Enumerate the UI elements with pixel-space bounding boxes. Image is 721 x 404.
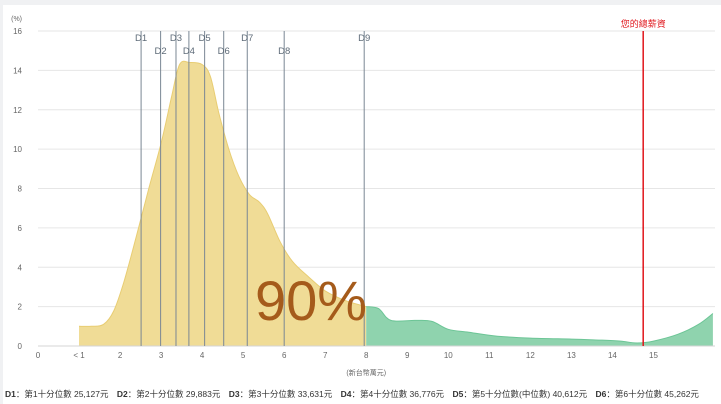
decile-label: D1	[135, 33, 147, 44]
x-tick-label: 2	[118, 351, 123, 360]
x-tick-label: 10	[444, 351, 453, 360]
y-tick-label: 8	[18, 185, 23, 194]
x-tick-label: 13	[567, 351, 576, 360]
x-tick-label: 14	[608, 351, 617, 360]
x-tick-label: 11	[485, 351, 494, 360]
y-tick-label: 4	[18, 263, 23, 272]
y-tick-label: 16	[13, 27, 22, 36]
distribution-below-area-line	[78, 60, 367, 327]
y-tick-label: 10	[13, 145, 22, 154]
x-tick-label: 12	[526, 351, 535, 360]
y-axis-unit: (%)	[11, 16, 22, 23]
legend-item-d2: D2：第2十分位數 29,883元	[116, 389, 221, 399]
x-tick-label: < 1	[73, 351, 85, 360]
x-tick-label: 8	[364, 351, 369, 360]
x-tick-label: 3	[159, 351, 164, 360]
x-tick-label: 9	[405, 351, 410, 360]
x-tick-label: 15	[649, 351, 658, 360]
decile-label: D4	[183, 46, 195, 57]
y-tick-label: 0	[18, 342, 23, 351]
decile-label: D5	[199, 33, 211, 44]
decile-label: D6	[218, 46, 230, 57]
decile-label: D2	[155, 46, 167, 57]
x-axis-unit: (新台幣萬元)	[346, 368, 386, 377]
legend-item-d3: D3：第3十分位數 33,631元	[228, 389, 333, 399]
decile-label: D7	[241, 33, 253, 44]
legend-item-d4: D4：第4十分位數 36,776元	[340, 389, 445, 399]
decile-label: D9	[358, 33, 370, 44]
y-tick-label: 12	[13, 106, 22, 115]
distribution-above-area-line	[366, 306, 714, 344]
percent-label: 90%	[255, 269, 367, 332]
y-tick-label: 6	[18, 224, 23, 233]
decile-label: D3	[170, 33, 182, 44]
decile-label: D8	[278, 46, 290, 57]
x-tick-label: 6	[282, 351, 287, 360]
x-tick-label: 7	[323, 351, 328, 360]
distribution-above-area-fill	[366, 306, 713, 346]
distribution-below-area-fill	[79, 61, 367, 346]
left-border	[0, 0, 3, 404]
y-tick-label: 2	[18, 303, 23, 312]
x-tick-label: 0	[36, 351, 41, 360]
y-tick-label: 14	[13, 66, 22, 75]
legend-item-d5: D5：第5十分位數(中位數) 40,612元	[452, 389, 588, 399]
legend-item-d6: D6：第6十分位數 45,262元	[595, 389, 699, 399]
x-tick-label: 5	[241, 351, 246, 360]
legend-item-d1: D1：第1十分位數 25,127元	[5, 389, 109, 399]
x-tick-label: 4	[200, 351, 205, 360]
salary-distribution-chart: 0 2 4 6 8 10 12 14 16 (%) 0 < 1 2 3 4 5 6 7 8 9 10 11 12 13 14 15…	[11, 16, 715, 377]
top-border	[0, 0, 721, 5]
decile-legend: D1：第1十分位數 25,127元 D2：第2十分位數 29,883元 D3：第…	[5, 388, 721, 400]
salary-marker-label: 您的總薪資	[621, 18, 666, 29]
